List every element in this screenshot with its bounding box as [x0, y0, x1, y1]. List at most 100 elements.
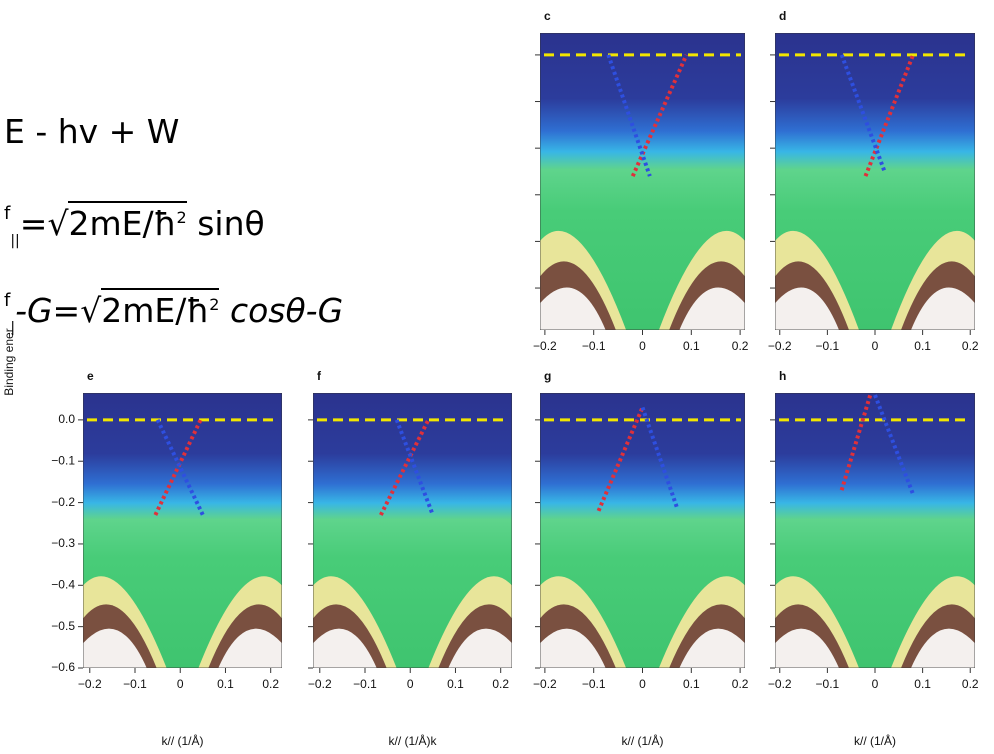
equation-1: E - hv + W [4, 112, 179, 151]
dispersion [630, 54, 689, 177]
band [911, 287, 975, 330]
dispersion [839, 394, 873, 491]
panel-label: d [779, 9, 786, 23]
radicand: 2mE/ħ2 [101, 288, 220, 330]
equation-text: E - hv + W [4, 112, 180, 151]
x-tick-label: −0.2 [533, 339, 557, 353]
x-axis-label: k// (1/Å)k [388, 733, 437, 748]
band [540, 628, 606, 668]
panel: g −0.2 −0.1 0 0.1 0.2 k// (1/Å) [533, 369, 749, 748]
band [218, 628, 282, 668]
trig: cosθ-G [229, 291, 344, 330]
radicand-text: 2mE/ħ [68, 204, 177, 243]
x-tick-label: −0.2 [78, 677, 102, 691]
panel-label: e [87, 369, 94, 383]
equation-2: f||=√2mE/ħ2 sinθ [4, 201, 265, 249]
dispersion [839, 54, 887, 173]
band [540, 287, 606, 330]
panel-label: c [544, 9, 551, 23]
x-tick-label: 0.2 [962, 677, 979, 691]
x-tick-label: 0.2 [962, 339, 979, 353]
x-axis-label: k// (1/Å) [161, 733, 203, 748]
panel: e0.0−0.1−0.2−0.3−0.4−0.5−0.6−0.2 −0.1 0 0.1… [51, 369, 282, 748]
x-tick-label: −0.2 [768, 677, 792, 691]
y-tick-label: 0.0 [58, 412, 75, 426]
band [448, 628, 512, 668]
y-tick-label: −0.5 [51, 619, 75, 633]
x-tick-label: −0.2 [768, 339, 792, 353]
spectrum [775, 33, 975, 330]
band [775, 628, 839, 668]
panel: f −0.2 −0.1 0 0.1 0.2 k// (1/Å)k [308, 369, 512, 748]
x-tick-label: 0.1 [683, 677, 700, 691]
x-tick-label: 0.2 [732, 339, 749, 353]
x-tick-label: −0.1 [353, 677, 377, 691]
y-tick-label: −0.1 [51, 453, 75, 467]
bands [540, 576, 745, 668]
spectrum [313, 393, 512, 668]
bands [313, 576, 512, 668]
dispersion [596, 406, 645, 512]
dispersion [394, 419, 435, 516]
x-axis-label: k// (1/Å) [621, 733, 663, 748]
x-tick-label: 0.2 [732, 677, 749, 691]
equation-3: f|-G=√2mE/ħ2 cosθ-G [4, 288, 344, 336]
spectrum [775, 393, 975, 668]
band [911, 628, 975, 668]
power: 2 [176, 208, 187, 227]
x-tick-label: −0.1 [582, 339, 606, 353]
band [679, 287, 745, 330]
k-subscript: | [10, 320, 16, 336]
radicand-text: 2mE/ħ [101, 291, 210, 330]
y-tick-label: −0.4 [51, 577, 75, 591]
x-tick-label: −0.1 [816, 339, 840, 353]
band [679, 628, 745, 668]
x-tick-label: −0.1 [582, 677, 606, 691]
spectrum [540, 393, 745, 668]
k-superscript: f [4, 290, 11, 311]
lhs: -G= [15, 291, 81, 330]
bands [540, 230, 745, 330]
y-tick-label: −0.3 [51, 536, 75, 550]
panel-label: f [317, 369, 322, 383]
bands [775, 230, 975, 330]
bands [775, 576, 975, 668]
y-axis-label: Binding ener [2, 328, 16, 395]
trig: sinθ [197, 204, 265, 243]
bands [83, 576, 282, 668]
panel: c −0.2 −0.1 0 0.1 0.2 [533, 9, 749, 353]
k-subscript: || [10, 233, 20, 249]
x-tick-label: −0.2 [308, 677, 332, 691]
x-tick-label: 0 [872, 339, 879, 353]
x-tick-label: 0 [639, 677, 646, 691]
panel-label: h [779, 369, 786, 383]
radicand: 2mE/ħ2 [68, 201, 187, 243]
k-superscript: f [4, 203, 11, 224]
x-tick-label: 0.2 [262, 677, 279, 691]
spectrum [83, 393, 282, 668]
x-tick-label: 0.1 [447, 677, 464, 691]
panel: h −0.2 −0.1 0 0.1 0.2 k// (1/Å) [768, 369, 979, 748]
y-tick-label: −0.2 [51, 495, 75, 509]
x-tick-label: 0 [639, 339, 646, 353]
x-axis-label: k// (1/Å) [854, 733, 896, 748]
x-tick-label: 0 [177, 677, 184, 691]
x-tick-label: 0 [872, 677, 879, 691]
band [775, 287, 839, 330]
y-tick-label: −0.6 [51, 660, 75, 674]
panel: d −0.2 −0.1 0 0.1 0.2 [768, 9, 979, 353]
x-tick-label: 0.1 [914, 677, 931, 691]
band [313, 628, 377, 668]
panel-label: g [544, 369, 551, 383]
x-tick-label: 0.1 [683, 339, 700, 353]
dispersion [863, 54, 915, 177]
spectrum [540, 33, 745, 330]
x-tick-label: 0.2 [492, 677, 509, 691]
x-tick-label: 0.1 [217, 677, 234, 691]
x-tick-label: −0.1 [123, 677, 147, 691]
x-tick-label: 0 [407, 677, 414, 691]
band [83, 628, 147, 668]
x-tick-label: −0.1 [816, 677, 840, 691]
